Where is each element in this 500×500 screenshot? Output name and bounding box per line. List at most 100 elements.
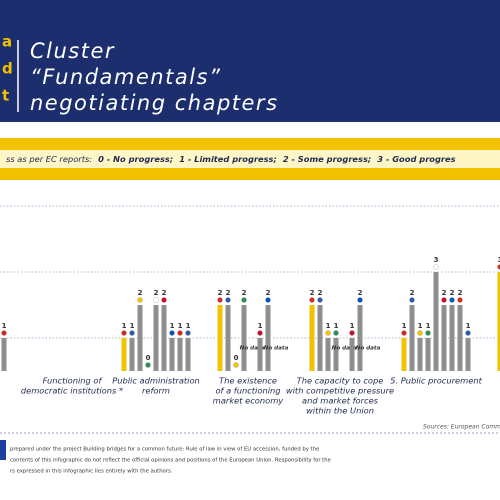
legend-item: 0 - No progress; xyxy=(98,154,173,164)
bar xyxy=(137,305,143,371)
value-label: 1 xyxy=(350,322,355,330)
value-label: 1 xyxy=(402,322,407,330)
category-label: with competitive pressure xyxy=(286,386,394,396)
flag-icon xyxy=(433,264,439,270)
header-band xyxy=(0,0,500,122)
flag-icon xyxy=(145,362,151,368)
value-label: 2 xyxy=(218,289,223,297)
flag-icon xyxy=(153,297,159,303)
flag-icon xyxy=(161,297,167,303)
category-label: The existence xyxy=(219,376,277,386)
bar xyxy=(185,338,191,371)
bar xyxy=(161,305,167,371)
value-label: 1 xyxy=(170,322,175,330)
flag-icon xyxy=(257,330,263,336)
flag-icon xyxy=(425,330,431,336)
flag-icon xyxy=(309,297,315,303)
chart-title: Cluster xyxy=(30,39,115,63)
flag-icon xyxy=(225,297,231,303)
flag-icon xyxy=(233,362,239,368)
bar xyxy=(169,338,175,371)
flag-icon xyxy=(241,297,247,303)
eu-flag xyxy=(0,440,6,460)
value-label: 1 xyxy=(418,322,423,330)
bar xyxy=(309,305,315,371)
bar xyxy=(357,305,363,371)
flag-icon xyxy=(265,297,271,303)
bar xyxy=(401,338,407,371)
bar xyxy=(241,305,247,371)
value-label: 2 xyxy=(266,289,271,297)
bar xyxy=(325,338,331,371)
flag-icon xyxy=(185,330,191,336)
category-label: and market forces xyxy=(302,396,379,406)
legend-item: 2 - Some progress; xyxy=(283,154,371,164)
bar xyxy=(257,338,263,371)
category-label: Functioning of xyxy=(43,376,103,386)
category-label: Public administration xyxy=(112,376,200,386)
flag-icon xyxy=(1,330,7,336)
flag-icon xyxy=(177,330,183,336)
category-label: The capacity to cope xyxy=(297,376,384,386)
value-label: 2 xyxy=(242,289,247,297)
value-label: 2 xyxy=(154,289,159,297)
bar xyxy=(177,338,183,371)
value-label: 1 xyxy=(326,322,331,330)
value-label: 2 xyxy=(310,289,315,297)
no-data-label: No data xyxy=(356,346,381,352)
bar xyxy=(317,305,323,371)
value-label: 0 xyxy=(146,354,151,362)
legend-strip xyxy=(0,150,500,168)
value-label: 1 xyxy=(186,322,191,330)
value-label: 3 xyxy=(498,256,500,264)
bar xyxy=(441,305,447,371)
flag-icon xyxy=(217,297,223,303)
bar xyxy=(129,338,135,371)
category-label: reform xyxy=(142,386,170,396)
value-label: 2 xyxy=(410,289,415,297)
value-label: 2 xyxy=(318,289,323,297)
value-label: 1 xyxy=(130,322,135,330)
chart-title: negotiating chapters xyxy=(30,91,279,115)
footer-text: rs expressed in this infographic lies en… xyxy=(10,469,173,475)
side-letter: d xyxy=(2,60,13,78)
category-label: within the Union xyxy=(306,406,374,416)
no-data-label: No data xyxy=(264,346,289,352)
chart-title: “Fundamentals” xyxy=(30,65,221,89)
footer-text: contents of this infographic do not refl… xyxy=(10,458,331,464)
legend: ss as per EC reports: 0 - No progress; 1 -… xyxy=(6,154,456,164)
value-label: 0 xyxy=(234,354,239,362)
bar xyxy=(425,338,431,371)
value-label: 1 xyxy=(466,322,471,330)
source: Sources: European Commi xyxy=(423,424,500,431)
bar xyxy=(449,305,455,371)
value-label: 2 xyxy=(138,289,143,297)
flag-icon xyxy=(129,330,135,336)
value-label: 1 xyxy=(334,322,339,330)
value-label: 2 xyxy=(226,289,231,297)
footer-text: prepared under the project Building brid… xyxy=(10,447,319,453)
value-label: 1 xyxy=(426,322,431,330)
flag-icon xyxy=(401,330,407,336)
flag-icon xyxy=(457,297,463,303)
bar xyxy=(1,338,7,371)
value-label: 3 xyxy=(434,256,439,264)
value-label: 1 xyxy=(178,322,183,330)
bar xyxy=(121,338,127,371)
flag-icon xyxy=(357,297,363,303)
flag-icon xyxy=(441,297,447,303)
flag-icon xyxy=(137,297,143,303)
category-label: democratic institutions * xyxy=(21,386,123,396)
bar xyxy=(497,272,500,371)
flag-icon xyxy=(409,297,415,303)
value-label: 2 xyxy=(442,289,447,297)
bar xyxy=(457,305,463,371)
flag-icon xyxy=(417,330,423,336)
value-label: 2 xyxy=(450,289,455,297)
bar xyxy=(333,338,339,371)
bar xyxy=(433,272,439,371)
flag-icon xyxy=(449,297,455,303)
flag-icon xyxy=(169,330,175,336)
flag-icon xyxy=(317,297,323,303)
